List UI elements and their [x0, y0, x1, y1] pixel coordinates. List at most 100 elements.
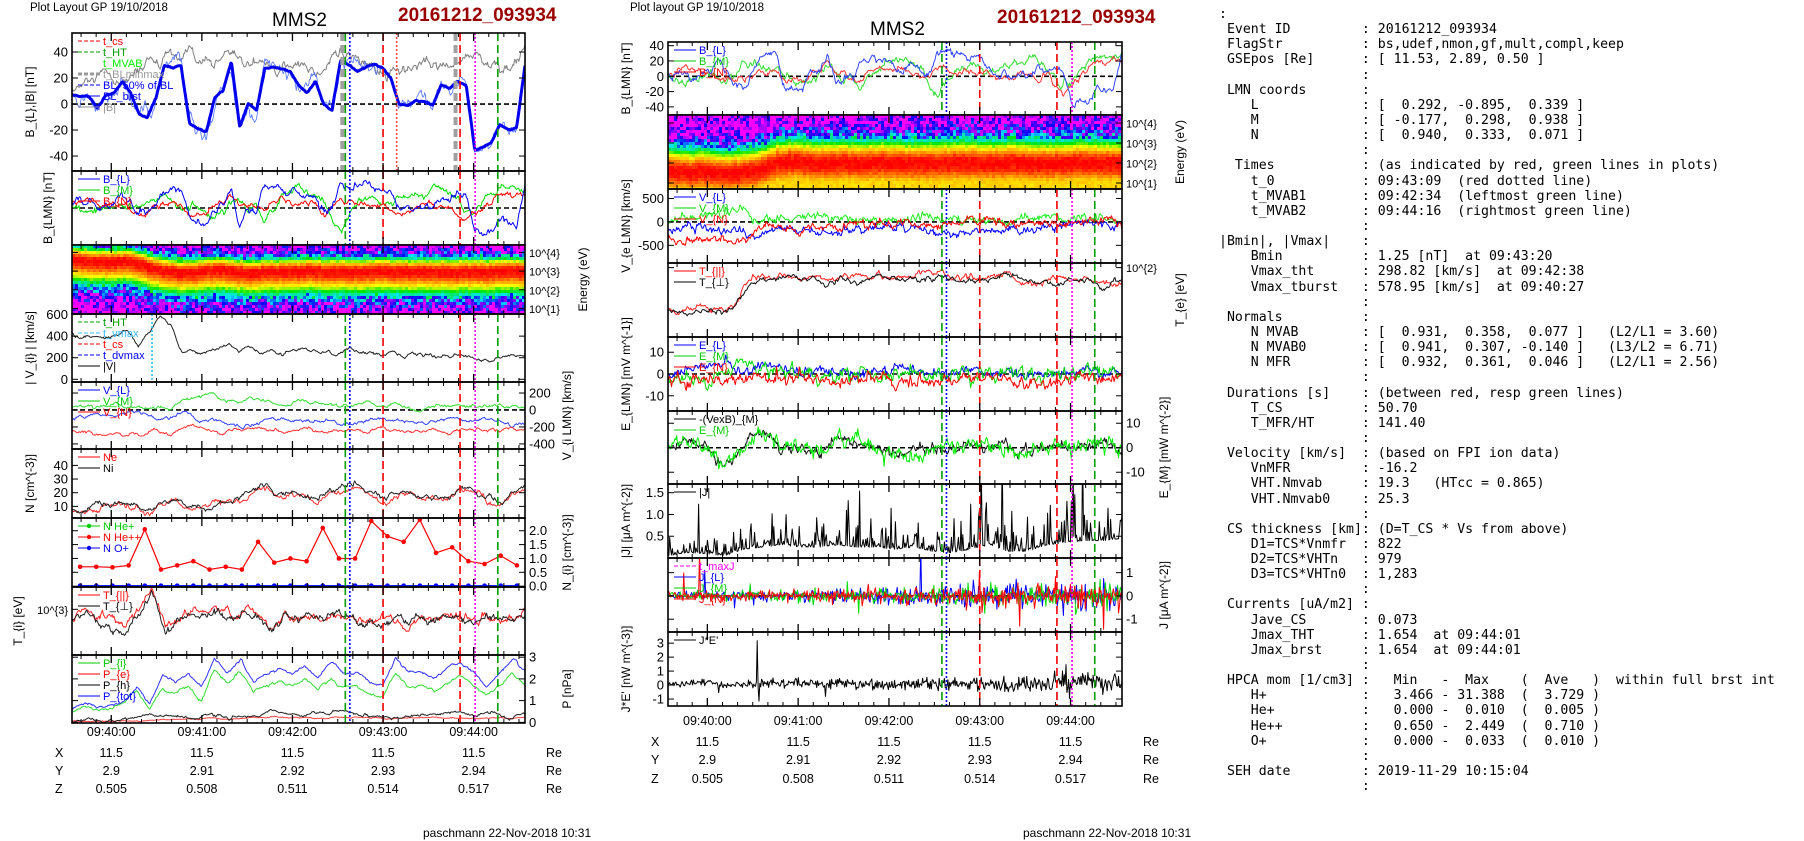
- spectrogram-cell: [689, 148, 692, 151]
- spectrogram-cell: [207, 251, 210, 254]
- spectrogram-cell: [291, 254, 294, 257]
- spectrogram-cell: [465, 296, 468, 299]
- spectrogram-cell: [695, 181, 698, 184]
- spectrogram-cell: [692, 148, 695, 151]
- spectrogram-cell: [318, 272, 321, 275]
- spectrogram-cell: [339, 272, 342, 275]
- spectrogram-cell: [324, 278, 327, 281]
- y-tick-label: 10: [54, 499, 68, 514]
- spectrogram-cell: [315, 311, 318, 314]
- spectrogram-cell: [309, 275, 312, 278]
- spectrogram-cell: [102, 311, 105, 314]
- spectrogram-cell: [207, 275, 210, 278]
- spectrogram-cell: [707, 145, 710, 148]
- spectrogram-cell: [704, 121, 707, 124]
- spectrogram-cell: [384, 302, 387, 305]
- spectrogram-cell: [423, 311, 426, 314]
- spectrogram-cell: [306, 260, 309, 263]
- spectrogram-cell: [492, 281, 495, 284]
- spectrogram-cell: [258, 281, 261, 284]
- spectrogram-cell: [333, 257, 336, 260]
- spectrogram-cell: [435, 299, 438, 302]
- spectrogram-cell: [456, 302, 459, 305]
- spectrogram-cell: [426, 275, 429, 278]
- spectrogram-cell: [123, 284, 126, 287]
- spectrogram-cell: [713, 121, 716, 124]
- spectrogram-cell: [96, 251, 99, 254]
- spectrogram-cell: [162, 251, 165, 254]
- spectrogram-cell: [342, 251, 345, 254]
- spectrogram-cell: [234, 281, 237, 284]
- spectrogram-cell: [336, 302, 339, 305]
- spectrogram-cell: [516, 260, 519, 263]
- spectrogram-cell: [417, 266, 420, 269]
- spectrogram-cell: [165, 275, 168, 278]
- spectrogram-cell: [438, 263, 441, 266]
- spectrogram-cell: [683, 130, 686, 133]
- spectrogram-cell: [321, 257, 324, 260]
- spectrogram-cell: [96, 302, 99, 305]
- spectrogram-cell: [318, 281, 321, 284]
- spectrogram-cell: [111, 254, 114, 257]
- spectrogram-cell: [288, 302, 291, 305]
- spectrogram-cell: [339, 269, 342, 272]
- spectrogram-cell: [225, 263, 228, 266]
- panel-ion-spectrogram: 10^{4}10^{3}10^{2}10^{1} Energy (eV): [71, 244, 590, 316]
- spectrogram-cell: [162, 266, 165, 269]
- spectrogram-cell: [156, 287, 159, 290]
- spectrogram-cell: [354, 293, 357, 296]
- spectrogram-cell: [168, 269, 171, 272]
- spectrogram-cell: [393, 293, 396, 296]
- spectrogram-cell: [270, 308, 273, 311]
- spectrogram-cell: [276, 257, 279, 260]
- spectrogram-cell: [237, 299, 240, 302]
- spectrogram-cell: [222, 260, 225, 263]
- spectrogram-cell: [165, 290, 168, 293]
- spectrogram-cell: [102, 296, 105, 299]
- y-tick-label: 0: [61, 372, 68, 387]
- spectrogram-cell: [372, 293, 375, 296]
- spectrogram-cell: [716, 154, 719, 157]
- spectrogram-cell: [450, 287, 453, 290]
- spectrogram-cell: [210, 254, 213, 257]
- spectrogram-cell: [105, 308, 108, 311]
- spectrogram-cell: [96, 260, 99, 263]
- spectrogram-cell: [240, 293, 243, 296]
- spectrogram-cell: [168, 296, 171, 299]
- spectrogram-cell: [264, 245, 267, 248]
- spectrogram-cell: [273, 284, 276, 287]
- spectrogram-cell: [396, 269, 399, 272]
- spectrogram-cell: [683, 154, 686, 157]
- spectrogram-cell: [462, 245, 465, 248]
- spectrogram-cell: [375, 299, 378, 302]
- spectrogram-cell: [312, 260, 315, 263]
- spectrogram-cell: [165, 263, 168, 266]
- spectrogram-cell: [327, 290, 330, 293]
- spectrogram-cell: [138, 248, 141, 251]
- spectrogram-cell: [375, 305, 378, 308]
- spectrogram-cell: [519, 272, 522, 275]
- spectrogram-cell: [315, 254, 318, 257]
- spectrogram-cell: [171, 269, 174, 272]
- spectrogram-cell: [165, 311, 168, 314]
- spectrogram-cell: [186, 311, 189, 314]
- spectrogram-cell: [258, 254, 261, 257]
- spectrogram-cell: [144, 302, 147, 305]
- spectrogram-cell: [282, 278, 285, 281]
- spectrogram-cell: [180, 272, 183, 275]
- spectrogram-cell: [354, 308, 357, 311]
- spectrogram-cell: [228, 281, 231, 284]
- spectrogram-cell: [689, 118, 692, 121]
- spectrogram-cell: [486, 245, 489, 248]
- spectrogram-cell: [186, 251, 189, 254]
- spectrogram-cell: [716, 136, 719, 139]
- spectrogram-cell: [351, 296, 354, 299]
- data-point: [93, 564, 99, 570]
- spectrogram-cell: [501, 245, 504, 248]
- spectrogram-cell: [477, 245, 480, 248]
- spectrogram-cell: [213, 290, 216, 293]
- spectrogram-cell: [84, 293, 87, 296]
- spectrogram-cell: [288, 266, 291, 269]
- spectrogram-cell: [135, 257, 138, 260]
- spectrogram-cell: [72, 302, 75, 305]
